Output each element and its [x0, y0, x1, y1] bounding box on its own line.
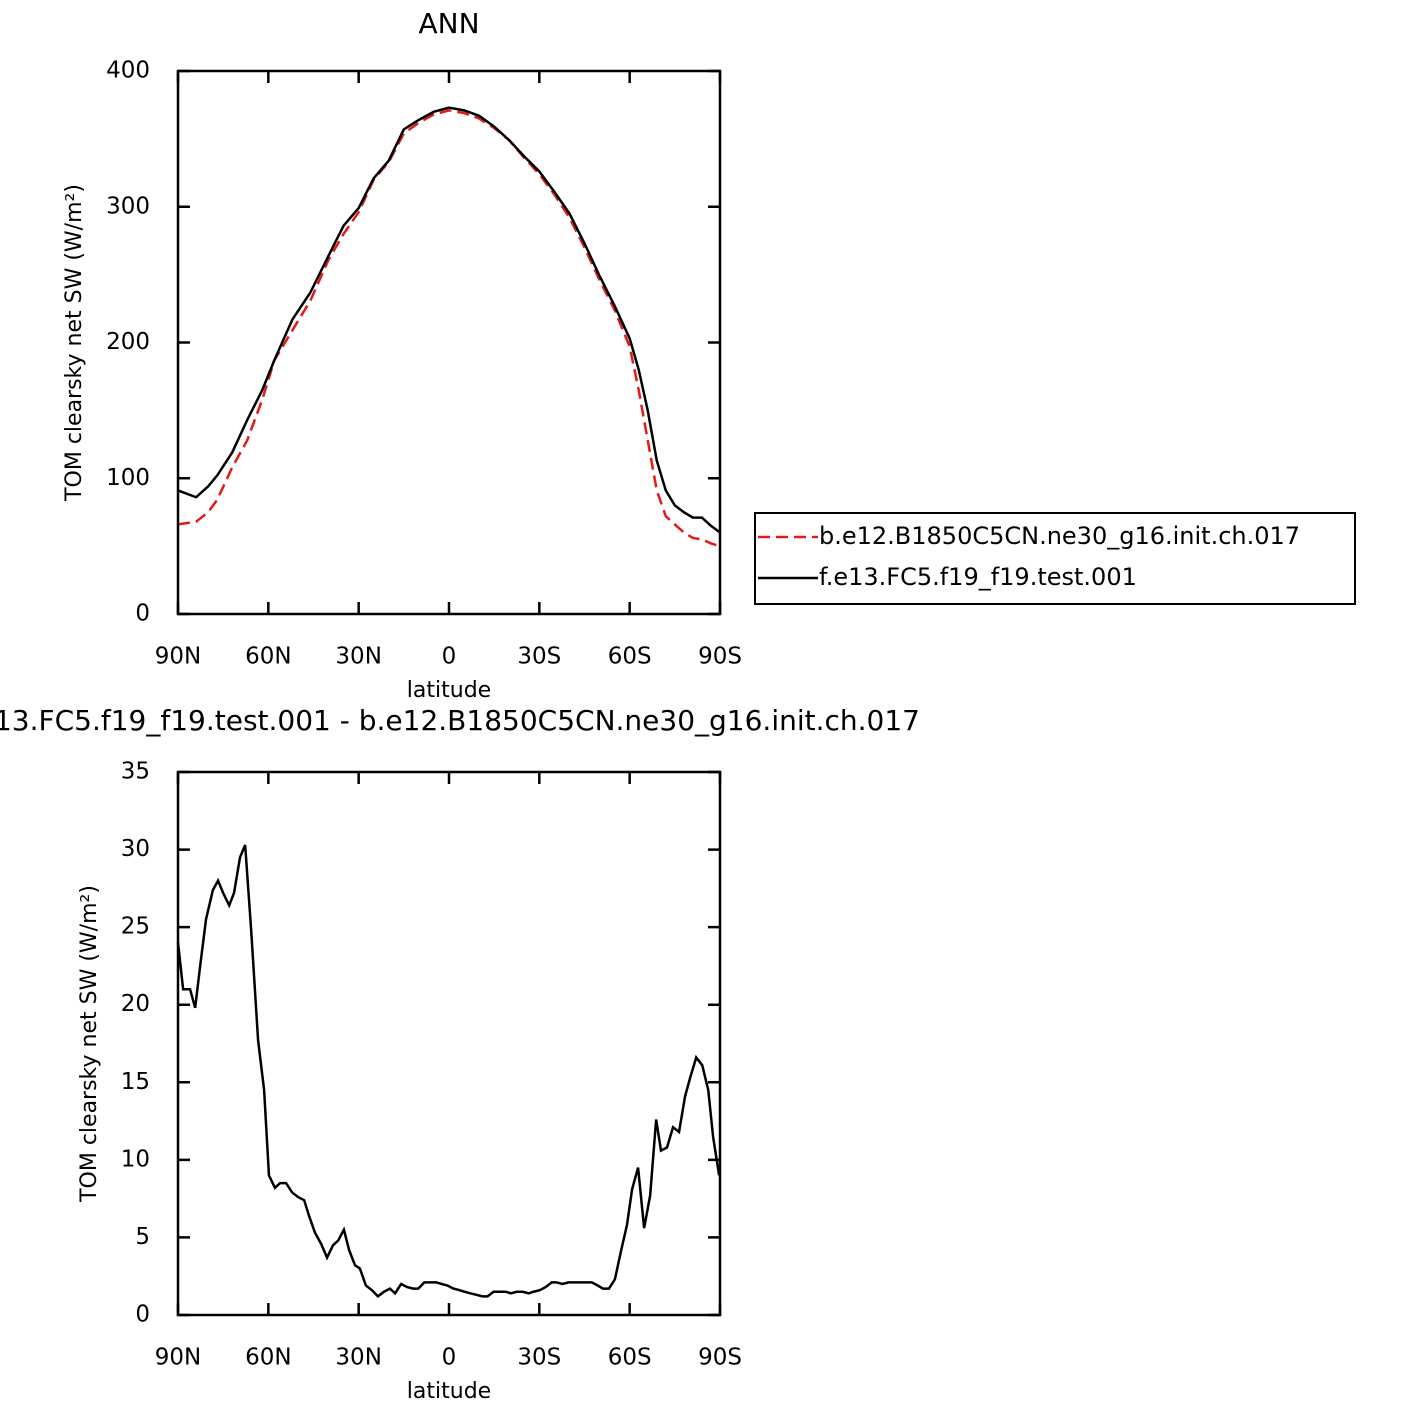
x-tick-label: 60S	[608, 1345, 652, 1371]
y-tick-label: 200	[106, 329, 150, 355]
x-tick-label: 60S	[608, 644, 652, 670]
y-tick-label: 0	[135, 601, 150, 627]
y-tick-label: 300	[106, 193, 150, 219]
x-axis-label: latitude	[407, 678, 491, 703]
y-tick-label: 10	[121, 1146, 150, 1172]
y-tick-label: 100	[106, 465, 150, 491]
x-axis-label: latitude	[407, 1379, 491, 1404]
x-tick-label: 60N	[245, 644, 291, 670]
x-tick-label: 30S	[517, 1345, 561, 1371]
legend-box	[754, 512, 1356, 605]
x-tick-label: 90N	[155, 1345, 201, 1371]
x-tick-label: 30N	[335, 1345, 381, 1371]
x-tick-label: 90S	[698, 644, 742, 670]
x-tick-label: 30N	[335, 644, 381, 670]
y-tick-label: 35	[121, 759, 150, 785]
x-tick-label: 0	[442, 644, 457, 670]
y-tick-label: 30	[121, 836, 150, 862]
y-tick-label: 400	[106, 58, 150, 84]
data-line	[177, 106, 721, 534]
y-tick-label: 0	[135, 1302, 150, 1328]
y-tick-label: 15	[121, 1069, 150, 1095]
chart-title: f.e13.FC5.f19_f19.test.001 - b.e12.B1850…	[0, 704, 920, 737]
y-axis-label: TOM clearsky net SW (W/m²)	[77, 885, 102, 1203]
x-tick-label: 30S	[517, 644, 561, 670]
y-tick-label: 5	[135, 1224, 150, 1250]
x-tick-label: 60N	[245, 1345, 291, 1371]
chart-title: ANN	[418, 7, 479, 40]
plot-frame	[176, 69, 722, 616]
x-tick-label: 90S	[698, 1345, 742, 1371]
x-tick-label: 90N	[155, 644, 201, 670]
data-line	[176, 844, 721, 1299]
legend-label: f.e13.FC5.f19_f19.test.001	[819, 563, 1137, 591]
data-line	[177, 109, 721, 548]
y-tick-label: 20	[121, 991, 150, 1017]
x-tick-label: 0	[442, 1345, 457, 1371]
y-axis-label: TOM clearsky net SW (W/m²)	[62, 184, 87, 502]
legend-label: b.e12.B1850C5CN.ne30_g16.init.ch.017	[819, 522, 1300, 550]
y-tick-label: 25	[121, 914, 150, 940]
